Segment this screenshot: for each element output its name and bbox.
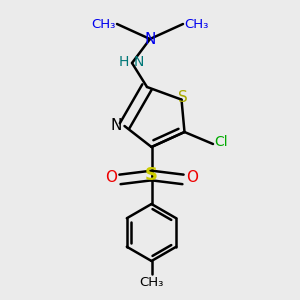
Text: S: S [145, 167, 158, 184]
Text: CH₃: CH₃ [139, 276, 164, 289]
Text: CH₃: CH₃ [184, 17, 209, 31]
Text: CH₃: CH₃ [91, 17, 116, 31]
Text: N: N [134, 55, 144, 68]
Text: O: O [105, 169, 117, 184]
Text: O: O [186, 169, 198, 184]
Text: N: N [110, 118, 122, 134]
Text: Cl: Cl [214, 136, 228, 149]
Text: N: N [144, 32, 156, 46]
Text: S: S [178, 90, 187, 105]
Text: H: H [118, 55, 129, 68]
